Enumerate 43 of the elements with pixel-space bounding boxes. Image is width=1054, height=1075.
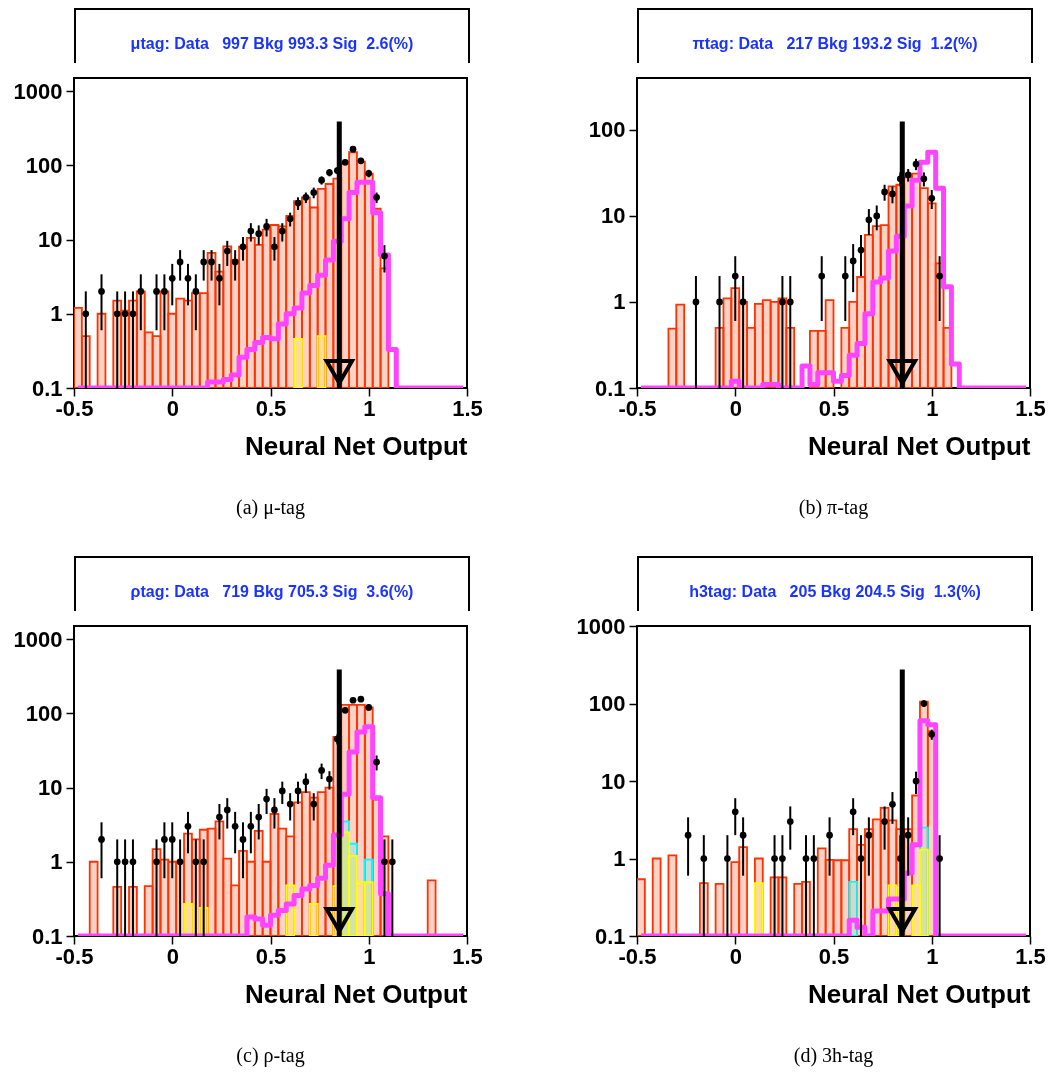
- text: (a) μ-tag: [235, 496, 306, 519]
- x-tick-label: 0: [729, 943, 742, 969]
- y-tick-label: 1: [50, 301, 63, 327]
- x-tick-label: 0: [166, 943, 179, 969]
- x-tick-label: 1: [926, 395, 939, 421]
- text: (d) 3h-tag: [792, 1044, 875, 1067]
- x-tick-label: 1: [363, 943, 376, 969]
- x-tick-label: 0.5: [255, 943, 287, 969]
- y-tick-label: 10: [38, 775, 63, 801]
- y-tick-label: 1: [50, 849, 63, 875]
- chart-title: μtag: Data 997 Bkg 993.3 Sig 2.6(%): [74, 8, 470, 80]
- x-tick-label: 0: [166, 395, 179, 421]
- y-tick-label: 1000: [13, 78, 63, 104]
- y-tick-label: 100: [588, 117, 626, 143]
- y-tick-label: 1000: [13, 626, 63, 652]
- x-tick-label: 1: [363, 395, 376, 421]
- x-tick-label: 1: [926, 943, 939, 969]
- x-tick-label: 1.5: [452, 943, 483, 969]
- chart-title: πtag: Data 217 Bkg 193.2 Sig 1.2(%): [637, 8, 1033, 80]
- x-tick-label: 1.5: [1015, 395, 1046, 421]
- y-tick-label: 10: [601, 768, 626, 794]
- x-tick-label: 1.5: [452, 395, 483, 421]
- y-tick-label: 1: [613, 846, 626, 871]
- x-axis-title: Neural Net Output: [808, 430, 1031, 461]
- x-tick-label: 0.5: [818, 943, 850, 969]
- y-tick-label: 1000: [576, 613, 626, 639]
- x-axis-title: Neural Net Output: [245, 430, 468, 461]
- x-tick-label: 0.5: [255, 395, 287, 421]
- chart-title: h3tag: Data 205 Bkg 204.5 Sig 1.3(%): [637, 556, 1033, 628]
- x-tick-label: 1.5: [1015, 943, 1046, 969]
- y-tick-label: 10: [38, 227, 63, 253]
- chart-title: ρtag: Data 719 Bkg 705.3 Sig 3.6(%): [74, 556, 470, 628]
- x-axis-title: Neural Net Output: [808, 978, 1031, 1009]
- text: (b) π-tag: [797, 496, 870, 519]
- y-tick-label: 100: [588, 691, 626, 716]
- y-tick-label: 100: [25, 700, 63, 726]
- text: (c) ρ-tag: [235, 1044, 306, 1067]
- x-tick-label: 0: [729, 395, 742, 421]
- x-axis-title: Neural Net Output: [245, 978, 468, 1009]
- y-tick-label: 100: [25, 152, 63, 178]
- y-tick-label: 10: [601, 203, 626, 229]
- x-tick-label: 0.5: [818, 395, 850, 421]
- y-tick-label: 1: [613, 289, 626, 315]
